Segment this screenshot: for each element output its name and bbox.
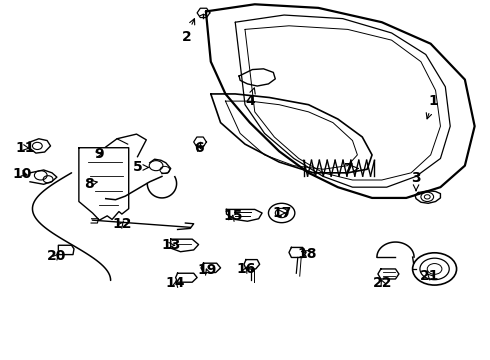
Text: 5: 5: [133, 161, 148, 175]
Text: 16: 16: [236, 262, 256, 275]
Text: 20: 20: [47, 249, 67, 263]
Text: 18: 18: [298, 247, 317, 261]
Text: 8: 8: [84, 177, 97, 190]
Text: 7: 7: [343, 162, 358, 176]
Text: 4: 4: [245, 88, 255, 108]
Text: 13: 13: [162, 238, 181, 252]
Text: 15: 15: [223, 209, 243, 223]
Text: 10: 10: [13, 167, 32, 181]
Text: 22: 22: [373, 276, 392, 290]
Text: 12: 12: [112, 217, 132, 231]
Text: 6: 6: [194, 141, 203, 155]
Text: 3: 3: [411, 171, 421, 191]
Text: 9: 9: [95, 147, 104, 161]
Text: 14: 14: [166, 276, 185, 290]
Text: 1: 1: [426, 94, 438, 119]
Text: 11: 11: [15, 141, 35, 155]
Text: 17: 17: [272, 206, 292, 220]
Text: 19: 19: [197, 264, 217, 277]
Text: 2: 2: [181, 19, 195, 44]
Text: 21: 21: [420, 269, 440, 283]
